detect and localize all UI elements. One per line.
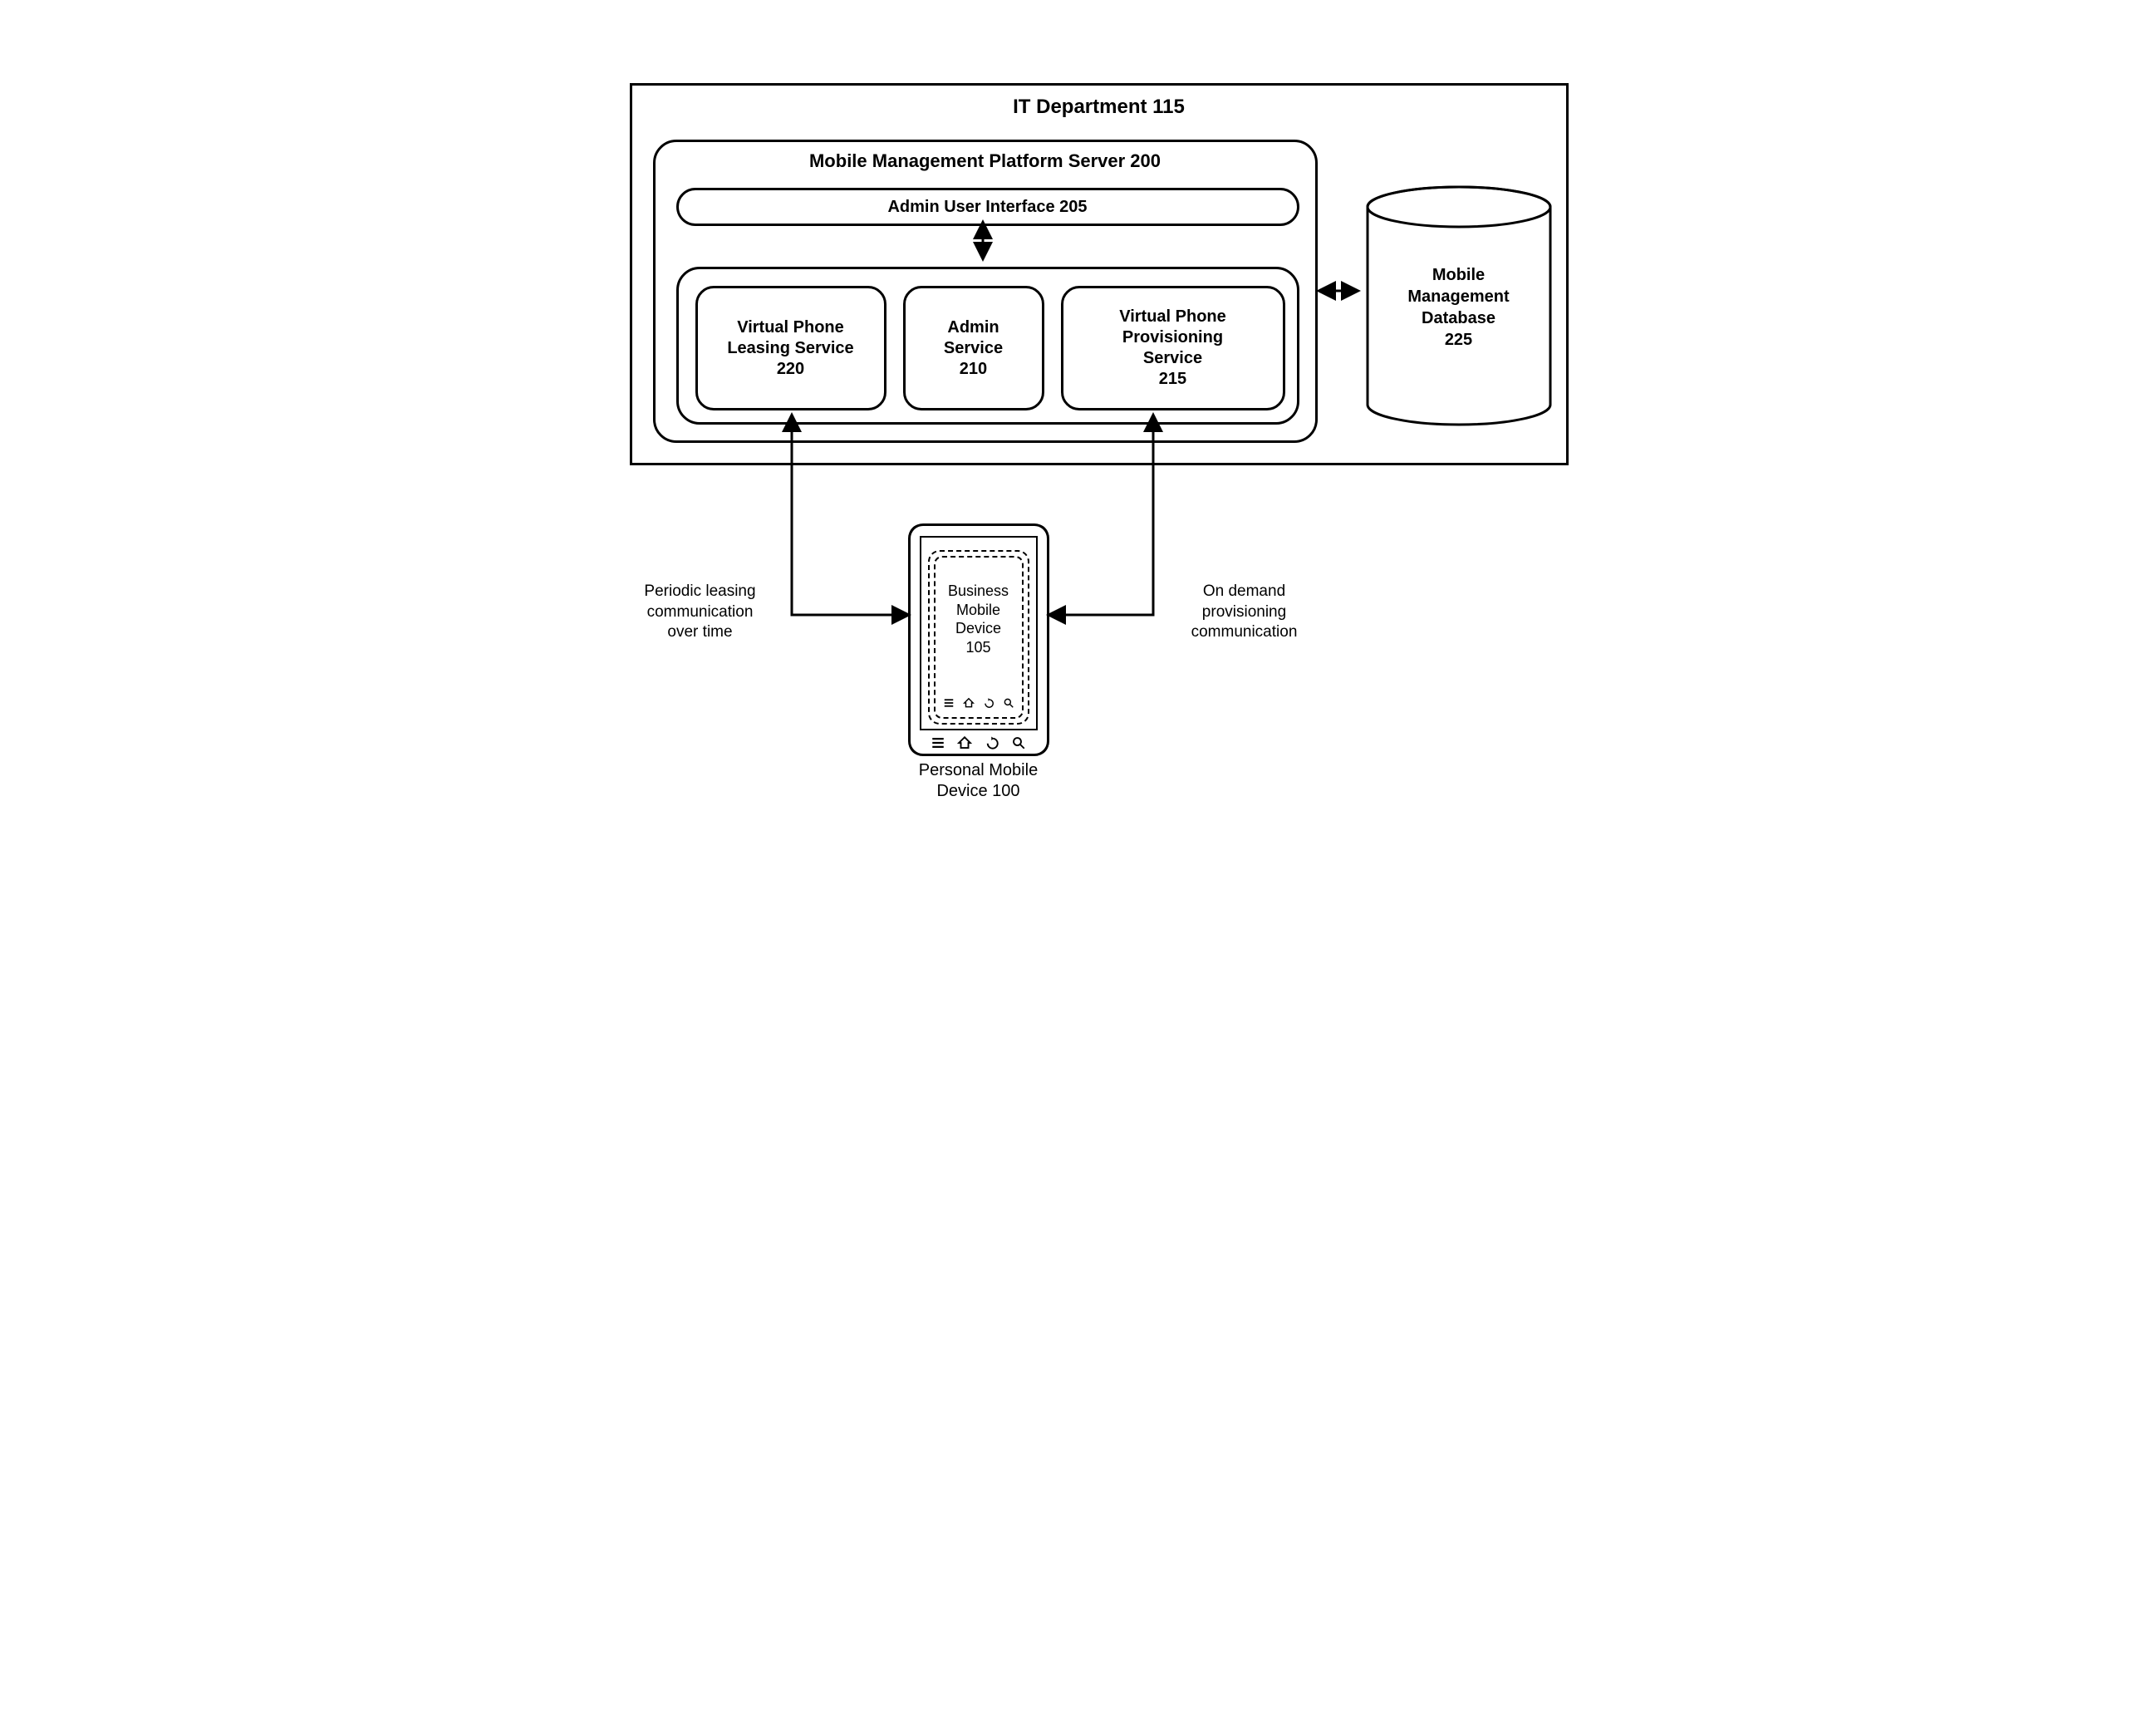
leasing-service-label: Virtual PhoneLeasing Service220 xyxy=(727,317,853,380)
search-icon xyxy=(1003,697,1014,709)
home-icon xyxy=(957,735,972,750)
database-cylinder: MobileManagementDatabase225 xyxy=(1363,185,1554,426)
menu-icon xyxy=(943,697,955,709)
back-icon xyxy=(983,697,995,709)
leasing-communication-label: Periodic leasingcommunicationover time xyxy=(626,582,775,643)
admin-service-box: AdminService210 xyxy=(903,286,1044,410)
services-container: Virtual PhoneLeasing Service220 AdminSer… xyxy=(676,267,1299,425)
it-department-box: IT Department 115 Mobile Management Plat… xyxy=(630,83,1569,465)
provisioning-communication-label: On demandprovisioningcommunication xyxy=(1170,582,1319,643)
admin-ui-label: Admin User Interface 205 xyxy=(887,198,1087,217)
it-department-title: IT Department 115 xyxy=(632,96,1566,119)
provisioning-service-label: Virtual PhoneProvisioningService215 xyxy=(1119,307,1226,390)
admin-service-label: AdminService210 xyxy=(944,317,1003,380)
database-label: MobileManagementDatabase225 xyxy=(1363,264,1554,351)
admin-ui-box: Admin User Interface 205 xyxy=(676,188,1299,226)
personal-device-label: Personal MobileDevice 100 xyxy=(887,760,1070,802)
menu-icon xyxy=(931,735,945,750)
provisioning-service-box: Virtual PhoneProvisioningService215 xyxy=(1061,286,1285,410)
business-device-label: BusinessMobileDevice105 xyxy=(929,582,1029,656)
personal-device-nav-icons xyxy=(925,734,1033,752)
server-title: Mobile Management Platform Server 200 xyxy=(656,150,1315,172)
leasing-service-box: Virtual PhoneLeasing Service220 xyxy=(695,286,886,410)
back-icon xyxy=(985,735,999,750)
search-icon xyxy=(1011,735,1026,750)
business-device-nav-icons xyxy=(939,695,1019,711)
home-icon xyxy=(963,697,975,709)
server-box: Mobile Management Platform Server 200 Ad… xyxy=(653,140,1318,443)
diagram-canvas: IT Department 115 Mobile Management Plat… xyxy=(580,33,1577,831)
